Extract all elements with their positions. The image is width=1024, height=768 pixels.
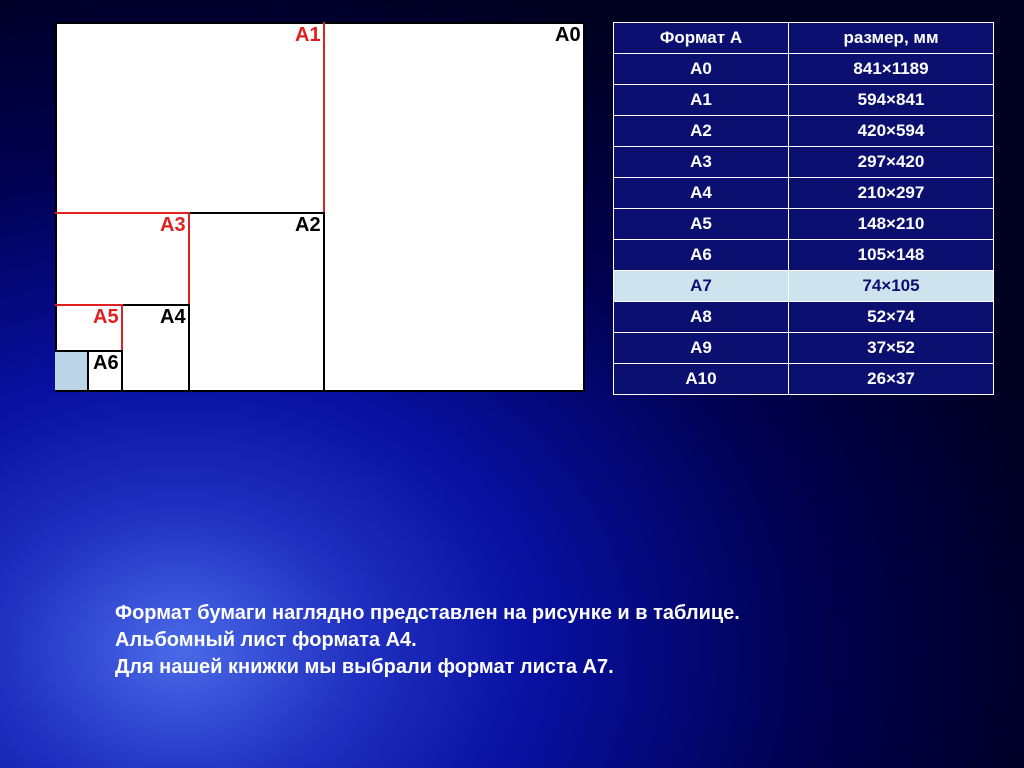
table-row: A1594×841 [614,85,994,116]
cell-size: 148×210 [789,209,994,240]
header-size: размер, мм [789,23,994,54]
cell-format: A8 [614,302,789,333]
cell-format: A6 [614,240,789,271]
cell-format: A7 [614,271,789,302]
cell-size: 420×594 [789,116,994,147]
caption-line-2: Альбомный лист формата А4. [115,627,740,654]
cell-format: A1 [614,85,789,116]
table-row: A6105×148 [614,240,994,271]
cell-size: 297×420 [789,147,994,178]
table-row: A937×52 [614,333,994,364]
cell-format: A4 [614,178,789,209]
paper-label-a0: A0 [555,24,581,47]
cell-format: A3 [614,147,789,178]
header-format: Формат А [614,23,789,54]
cell-size: 841×1189 [789,54,994,85]
caption-block: Формат бумаги наглядно представлен на ри… [115,600,740,681]
paper-size-diagram: A0 A1 A2 A3 A4 A5 A6 [55,22,585,392]
table-row: A2420×594 [614,116,994,147]
cell-size: 105×148 [789,240,994,271]
paper-label-a4: A4 [160,306,186,329]
cell-format: A2 [614,116,789,147]
caption-line-3: Для нашей книжки мы выбрали формат листа… [115,654,740,681]
table-row: A0841×1189 [614,54,994,85]
cell-format: A0 [614,54,789,85]
cell-size: 52×74 [789,302,994,333]
paper-size-table: Формат А размер, мм A0841×1189A1594×841A… [613,22,994,395]
table-row: A852×74 [614,302,994,333]
caption-line-1: Формат бумаги наглядно представлен на ри… [115,600,740,627]
cell-size: 37×52 [789,333,994,364]
paper-label-a5: A5 [93,306,119,329]
table-row: A5148×210 [614,209,994,240]
cell-format: A5 [614,209,789,240]
table-row: A3297×420 [614,147,994,178]
cell-size: 210×297 [789,178,994,209]
paper-label-a3: A3 [160,214,186,237]
table-row: A774×105 [614,271,994,302]
cell-size: 26×37 [789,364,994,395]
table-row: A4210×297 [614,178,994,209]
paper-label-a2: A2 [295,214,321,237]
cell-format: A10 [614,364,789,395]
paper-label-a1: A1 [295,24,321,47]
table-row: A1026×37 [614,364,994,395]
table-header-row: Формат А размер, мм [614,23,994,54]
paper-label-a6: A6 [93,352,119,375]
cell-size: 74×105 [789,271,994,302]
cell-size: 594×841 [789,85,994,116]
paper-box-a7 [55,350,89,392]
cell-format: A9 [614,333,789,364]
